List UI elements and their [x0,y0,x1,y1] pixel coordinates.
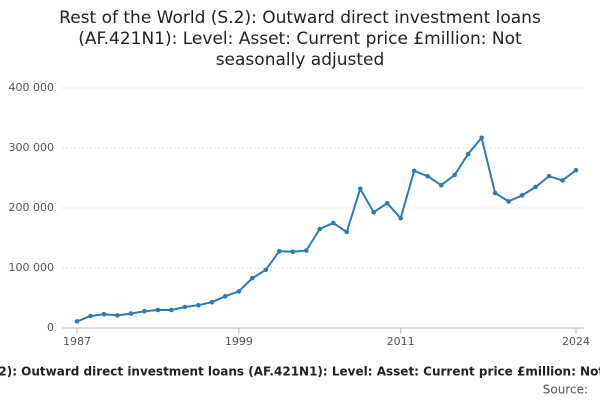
data-point [223,293,228,299]
data-point [250,275,255,281]
data-point [142,308,147,314]
data-point [452,172,457,178]
data-point [384,200,390,206]
data-point [425,173,430,179]
data-point [290,249,296,255]
data-point [169,307,174,313]
y-tick-label: 400 000 [9,81,55,94]
data-point [196,302,201,308]
data-point [101,311,107,317]
data-point [371,209,377,215]
data-point [115,313,120,318]
data-point [182,304,188,310]
y-tick-label: 100 000 [9,261,55,274]
data-point [438,182,444,188]
data-point [492,190,498,196]
caption: Rest of the World (S.2): Outward direct … [0,365,600,379]
data-point [303,248,309,253]
y-tick-label: 200 000 [9,201,55,214]
data-point [411,168,417,174]
x-tick-label: 1999 [225,335,253,348]
data-point [519,193,525,198]
data-point [209,299,215,305]
data-point [398,215,403,221]
data-point [155,307,161,313]
data-point [533,184,538,190]
y-tick-label: 300 000 [9,141,55,154]
data-point [344,229,350,235]
data-line [76,135,577,323]
data-point [128,311,134,316]
x-tick-label: 2024 [562,335,590,348]
data-point [546,173,552,179]
data-point [573,167,579,173]
data-point [357,186,363,192]
data-point [88,313,93,319]
data-point [236,289,242,294]
data-point [317,226,323,232]
data-point [263,267,269,273]
chart-title: Rest of the World (S.2): Outward direct … [59,8,541,70]
data-point [506,199,511,204]
x-tick-label: 2011 [387,335,415,348]
data-point [560,178,565,183]
data-point [465,151,471,157]
y-tick-label: 0 [47,321,54,334]
x-tick-label: 1987 [63,335,91,348]
source-label: Source: [543,383,588,397]
data-point [479,135,484,141]
data-point [74,319,80,324]
data-point [276,248,282,254]
data-point [330,220,336,226]
